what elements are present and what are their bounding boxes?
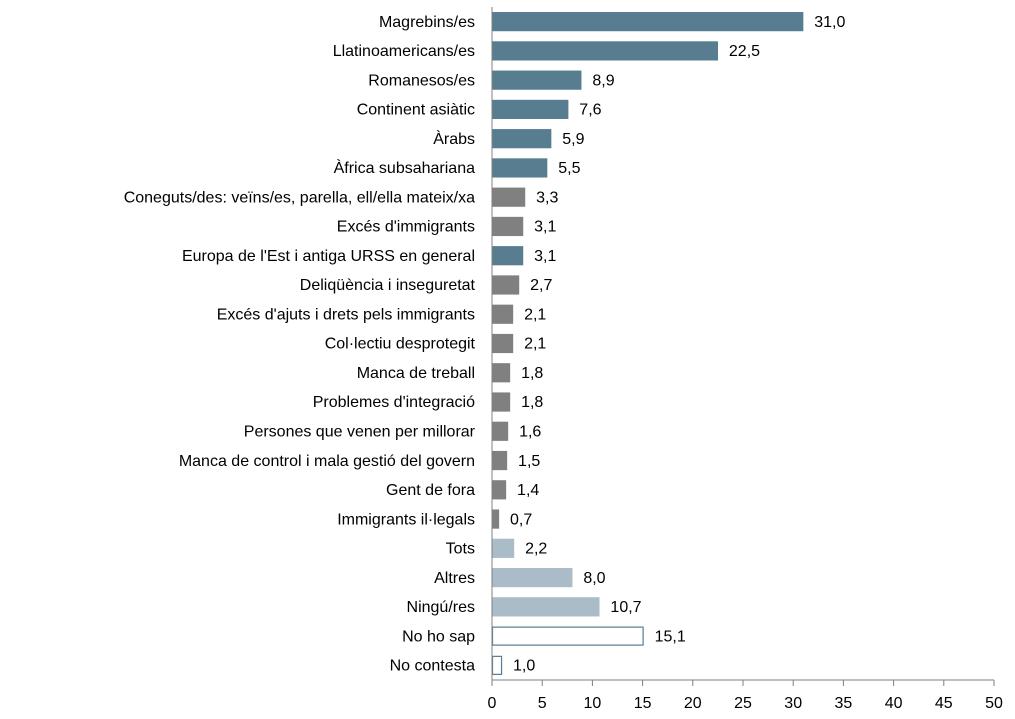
value-label: 15,1 <box>655 628 686 645</box>
category-label: Problemes d'integració <box>313 394 475 411</box>
value-label: 3,1 <box>534 219 556 236</box>
value-label: 1,8 <box>521 394 543 411</box>
bar <box>491 70 582 90</box>
value-label: 22,5 <box>729 43 760 60</box>
bar <box>491 567 573 588</box>
category-label: Continent asiàtic <box>357 102 475 119</box>
category-label: Gent de fora <box>386 482 475 499</box>
category-label: Deliqüència i inseguretat <box>300 277 476 294</box>
bar <box>491 333 514 354</box>
value-label: 3,1 <box>534 248 556 265</box>
bar <box>491 538 515 558</box>
x-tick-label: 45 <box>935 695 953 712</box>
bar <box>491 480 507 500</box>
bar <box>491 187 526 207</box>
bar <box>491 450 508 471</box>
category-label: Coneguts/des: veïns/es, parella, ell/ell… <box>124 189 475 206</box>
value-label: 2,1 <box>524 306 546 323</box>
bar <box>491 597 600 617</box>
x-tick-label: 15 <box>634 695 652 712</box>
bar <box>491 216 524 237</box>
value-label: 3,3 <box>536 189 558 206</box>
value-label: 31,0 <box>814 14 845 31</box>
x-tick-label: 10 <box>584 695 602 712</box>
category-label: Àfrica subsahariana <box>334 158 476 177</box>
category-label: Llatinoamericans/es <box>333 43 475 60</box>
x-tick-label: 0 <box>488 695 497 712</box>
category-label: Àrabs <box>433 129 475 148</box>
value-label: 5,5 <box>558 160 580 177</box>
bar <box>491 99 569 120</box>
value-label: 1,6 <box>519 424 541 441</box>
x-tick-label: 25 <box>734 695 752 712</box>
category-label: No contesta <box>390 658 475 675</box>
category-label: Excés d'immigrants <box>337 219 475 236</box>
x-tick-label: 50 <box>985 695 1003 712</box>
value-label: 2,2 <box>525 541 547 558</box>
bar <box>491 363 511 383</box>
bar <box>491 129 552 149</box>
category-label: Europa de l'Est i antiga URSS en general <box>182 248 475 265</box>
bar <box>491 41 718 61</box>
x-tick-label: 20 <box>684 695 702 712</box>
x-tick-label: 5 <box>538 695 547 712</box>
category-label: No ho sap <box>402 628 475 645</box>
bar <box>491 421 509 441</box>
category-label: Immigrants il·legals <box>337 511 475 528</box>
value-label: 1,5 <box>518 453 540 470</box>
category-label: Excés d'ajuts i drets pels immigrants <box>217 306 475 323</box>
category-label: Manca de treball <box>357 365 475 382</box>
category-label: Altres <box>434 570 475 587</box>
bar <box>491 12 804 32</box>
value-label: 2,1 <box>524 336 546 353</box>
category-label: Persones que venen per millorar <box>244 424 476 441</box>
category-label: Manca de control i mala gestió del gover… <box>179 453 475 470</box>
value-label: 1,0 <box>513 658 535 675</box>
category-label: Tots <box>446 541 475 558</box>
value-label: 5,9 <box>562 131 584 148</box>
value-label: 7,6 <box>579 102 601 119</box>
bar <box>491 246 524 266</box>
value-label: 10,7 <box>610 599 641 616</box>
x-tick-label: 40 <box>885 695 903 712</box>
category-label: Col·lectiu desprotegit <box>325 336 476 353</box>
bar <box>491 509 500 529</box>
category-label: Romanesos/es <box>368 72 475 89</box>
value-label: 8,0 <box>583 570 605 587</box>
bar <box>491 655 503 675</box>
value-label: 1,8 <box>521 365 543 382</box>
category-label: Ningú/res <box>407 599 475 616</box>
value-label: 8,9 <box>592 72 614 89</box>
value-label: 1,4 <box>517 482 539 499</box>
bar <box>491 626 644 646</box>
bar <box>491 275 520 295</box>
bar <box>491 392 511 412</box>
value-label: 0,7 <box>510 511 532 528</box>
bar <box>491 158 548 178</box>
value-label: 2,7 <box>530 277 552 294</box>
x-tick-label: 35 <box>835 695 853 712</box>
category-label: Magrebins/es <box>379 14 475 31</box>
x-tick-label: 30 <box>784 695 802 712</box>
bar <box>491 304 514 324</box>
